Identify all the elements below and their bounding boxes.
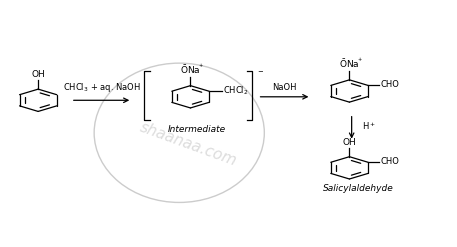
Text: $^+$: $^+$ bbox=[356, 58, 362, 64]
Text: CHO: CHO bbox=[381, 80, 399, 89]
Text: OH: OH bbox=[343, 138, 356, 147]
Text: H$^+$: H$^+$ bbox=[361, 121, 376, 132]
Text: $\bar{\rm O}$Na: $\bar{\rm O}$Na bbox=[180, 63, 201, 76]
Text: $\bar{\rm O}$Na: $\bar{\rm O}$Na bbox=[339, 57, 360, 70]
Text: CHCl$_2$: CHCl$_2$ bbox=[223, 84, 249, 97]
Text: $^+$: $^+$ bbox=[197, 64, 204, 70]
Text: Salicylaldehyde: Salicylaldehyde bbox=[323, 184, 394, 193]
Text: shaanaa.com: shaanaa.com bbox=[138, 120, 239, 169]
Text: OH: OH bbox=[31, 70, 45, 79]
Text: CHCl$_3$ + aq. NaOH: CHCl$_3$ + aq. NaOH bbox=[63, 82, 140, 95]
Text: NaOH: NaOH bbox=[272, 83, 297, 92]
Text: Intermediate: Intermediate bbox=[168, 125, 226, 134]
Text: CHO: CHO bbox=[381, 157, 399, 166]
Text: $^-$: $^-$ bbox=[256, 69, 264, 79]
